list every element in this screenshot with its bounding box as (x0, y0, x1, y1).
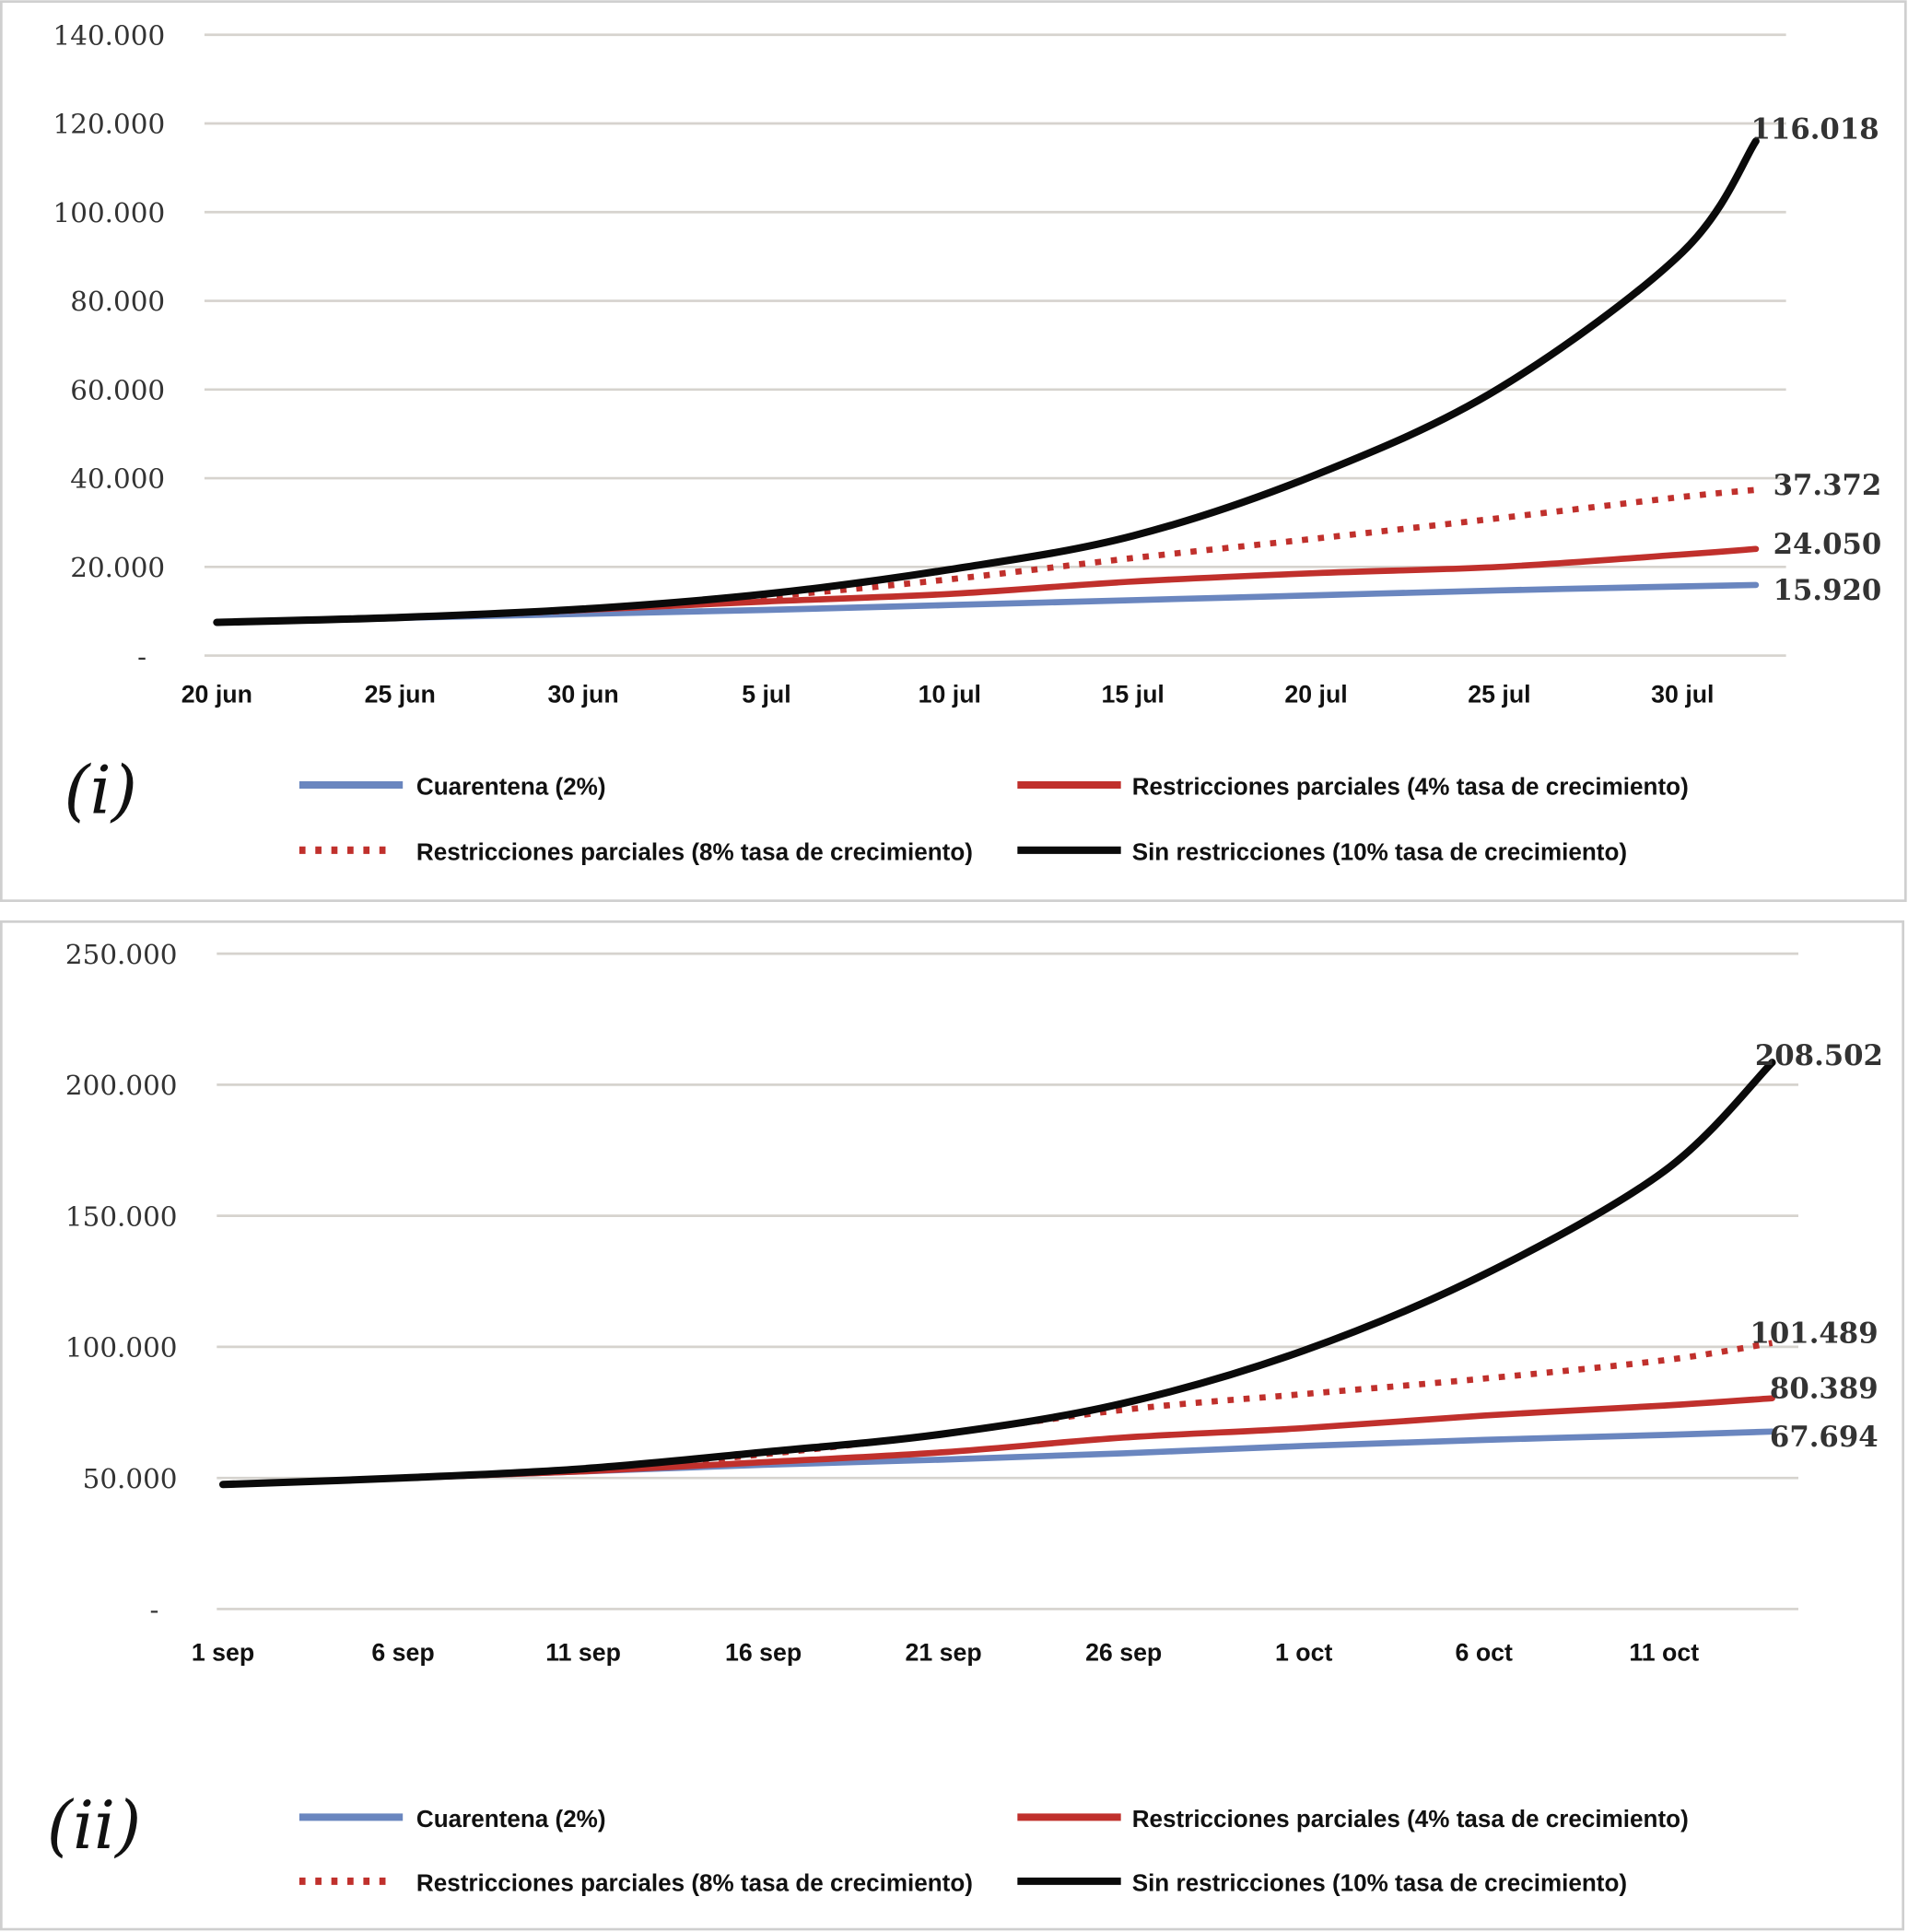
y-tick-label: 250.000 (65, 939, 178, 970)
x-tick-label: 11 oct (1629, 1639, 1699, 1667)
x-tick-label: 30 jun (547, 680, 618, 708)
panel-ii-frame (0, 920, 1904, 1931)
x-tick-label: 26 sep (1085, 1639, 1162, 1667)
y-tick-label: 80.000 (70, 286, 165, 317)
series-line-4 (218, 1059, 1776, 1489)
chart-panel-i: - 20.000 40.000 60.000 80.000 100.000 120.000 1… (53, 19, 1882, 865)
end-value-label: 208.502 (1755, 1039, 1883, 1072)
legend-label: Sin restricciones (10% tasa de crecimien… (1132, 1869, 1627, 1897)
panel-i-frame (0, 0, 1907, 902)
y-tick-label: - (150, 1594, 159, 1625)
x-tick-label: 30 jul (1651, 680, 1714, 708)
x-tick-label: 25 jun (365, 680, 436, 708)
y-tick-label: 60.000 (70, 374, 165, 405)
x-tick-label: 11 sep (545, 1639, 621, 1667)
y-tick-label: - (137, 640, 146, 672)
legend-label: Cuarentena (2%) (416, 1805, 606, 1832)
y-tick-label: 20.000 (70, 552, 165, 583)
legend-label: Restricciones parciales (8% tasa de crec… (416, 1869, 973, 1897)
x-tick-label: 16 sep (725, 1639, 802, 1667)
end-value-label: 15.920 (1773, 574, 1882, 607)
end-value-label: 67.694 (1770, 1421, 1879, 1454)
end-value-label: 37.372 (1773, 469, 1882, 502)
end-value-label: 80.389 (1770, 1373, 1879, 1406)
series-line-3 (217, 486, 1757, 626)
y-tick-label: 100.000 (53, 197, 166, 228)
x-tick-label: 20 jun (181, 680, 252, 708)
end-value-label: 116.018 (1751, 112, 1879, 146)
panel-label: (ii) (47, 1787, 142, 1865)
legend-label: Restricciones parciales (8% tasa de crec… (416, 838, 973, 866)
x-tick-label: 21 sep (906, 1639, 982, 1667)
x-tick-label: 10 jul (919, 680, 981, 708)
end-value-label: 24.050 (1773, 528, 1882, 561)
x-tick-label: 1 sep (192, 1639, 254, 1667)
panel-label: (i) (64, 753, 137, 830)
y-tick-label: 120.000 (53, 109, 166, 140)
x-tick-label: 6 oct (1456, 1639, 1513, 1667)
x-tick-label: 1 oct (1275, 1639, 1332, 1667)
x-tick-label: 15 jul (1102, 680, 1165, 708)
x-tick-label: 5 jul (742, 680, 790, 708)
y-tick-label: 100.000 (65, 1332, 178, 1364)
x-tick-label: 20 jul (1284, 680, 1347, 708)
end-value-label: 101.489 (1750, 1317, 1879, 1351)
y-tick-label: 200.000 (65, 1070, 178, 1101)
y-tick-label: 140.000 (53, 19, 166, 51)
chart-panel-ii: - 50.000 100.000 150.000 200.000 250.000 1 sep… (47, 939, 1883, 1897)
legend-label: Cuarentena (2%) (416, 773, 606, 801)
legend-label: Sin restricciones (10% tasa de crecimien… (1132, 838, 1627, 866)
y-tick-label: 40.000 (70, 463, 165, 495)
legend-label: Restricciones parciales (4% tasa de crec… (1132, 1805, 1689, 1832)
x-tick-label: 25 jul (1468, 680, 1530, 708)
y-tick-label: 150.000 (65, 1200, 178, 1232)
x-tick-label: 6 sep (371, 1639, 434, 1667)
legend-label: Restricciones parciales (4% tasa de crec… (1132, 773, 1689, 801)
y-tick-label: 50.000 (83, 1463, 178, 1494)
series-line-4 (213, 137, 1760, 626)
